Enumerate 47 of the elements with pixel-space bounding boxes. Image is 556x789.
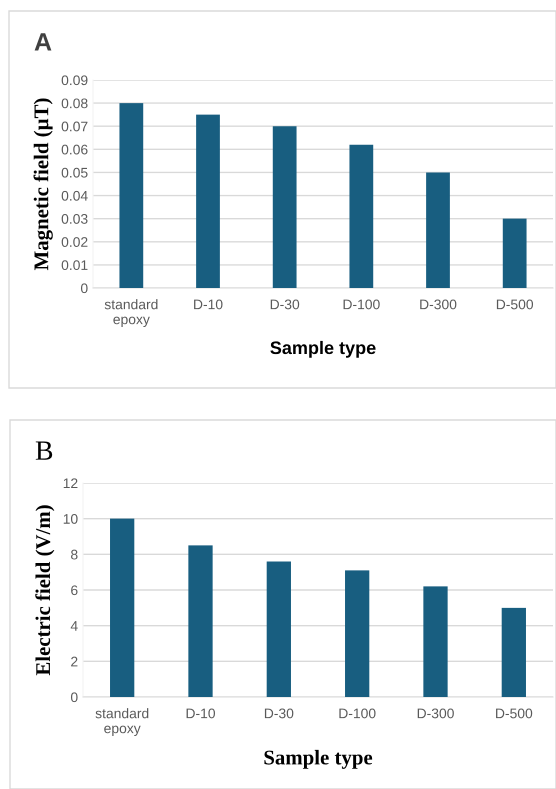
- x-tick-label: standard epoxy: [96, 708, 148, 736]
- bar: [423, 586, 448, 697]
- y-tick-label: 0.01: [62, 260, 88, 270]
- y-tick-label: 0.03: [62, 214, 88, 224]
- bar: [502, 218, 527, 288]
- y-tick-label: 0.07: [62, 122, 88, 132]
- y-tick-label: 0.02: [62, 237, 88, 247]
- y-tick-label: 8: [71, 550, 78, 560]
- x-tick-label: D-30: [270, 299, 300, 310]
- x-tick-label: standard epoxy: [104, 299, 158, 328]
- y-tick-label: 0.09: [62, 75, 88, 86]
- bar: [119, 103, 144, 288]
- y-axis-title: Magnetic field (µT): [34, 98, 53, 270]
- bar: [345, 570, 370, 697]
- x-axis-title: Sample type: [270, 340, 376, 358]
- x-tick-label: D-30: [264, 708, 294, 718]
- x-tick-label: D-500: [496, 708, 532, 718]
- bar: [349, 144, 374, 288]
- y-tick-label: 6: [71, 585, 78, 596]
- y-tick-label: 0: [80, 283, 88, 294]
- y-axis-title: Electric field (V/m): [35, 505, 54, 676]
- x-tick-label: D-10: [186, 708, 216, 718]
- x-tick-label: D-10: [194, 299, 223, 310]
- chart-title: A: [34, 33, 52, 50]
- y-tick-label: 2: [71, 656, 78, 666]
- chart-title: B: [36, 441, 52, 460]
- bar: [272, 126, 297, 288]
- x-tick-label: D-300: [418, 708, 454, 718]
- bar: [426, 172, 450, 288]
- y-tick-label: 12: [64, 478, 78, 488]
- y-tick-label: 10: [64, 514, 78, 524]
- x-tick-label: D-100: [344, 299, 380, 310]
- y-tick-label: 0: [70, 692, 78, 702]
- x-tick-label: D-500: [496, 299, 534, 310]
- bar: [196, 114, 220, 288]
- y-tick-label: 0.05: [62, 168, 88, 178]
- y-tick-label: 4: [70, 621, 78, 631]
- y-tick-label: 0.04: [62, 190, 88, 201]
- bar: [266, 561, 291, 697]
- y-tick-label: 0.08: [62, 98, 88, 108]
- bar: [110, 518, 134, 697]
- bar: [188, 545, 213, 697]
- x-axis-title: Sample type: [264, 750, 372, 769]
- x-tick-label: D-300: [420, 299, 456, 310]
- x-tick-label: D-100: [339, 708, 376, 718]
- bar: [502, 608, 526, 697]
- y-tick-label: 0.06: [62, 144, 88, 155]
